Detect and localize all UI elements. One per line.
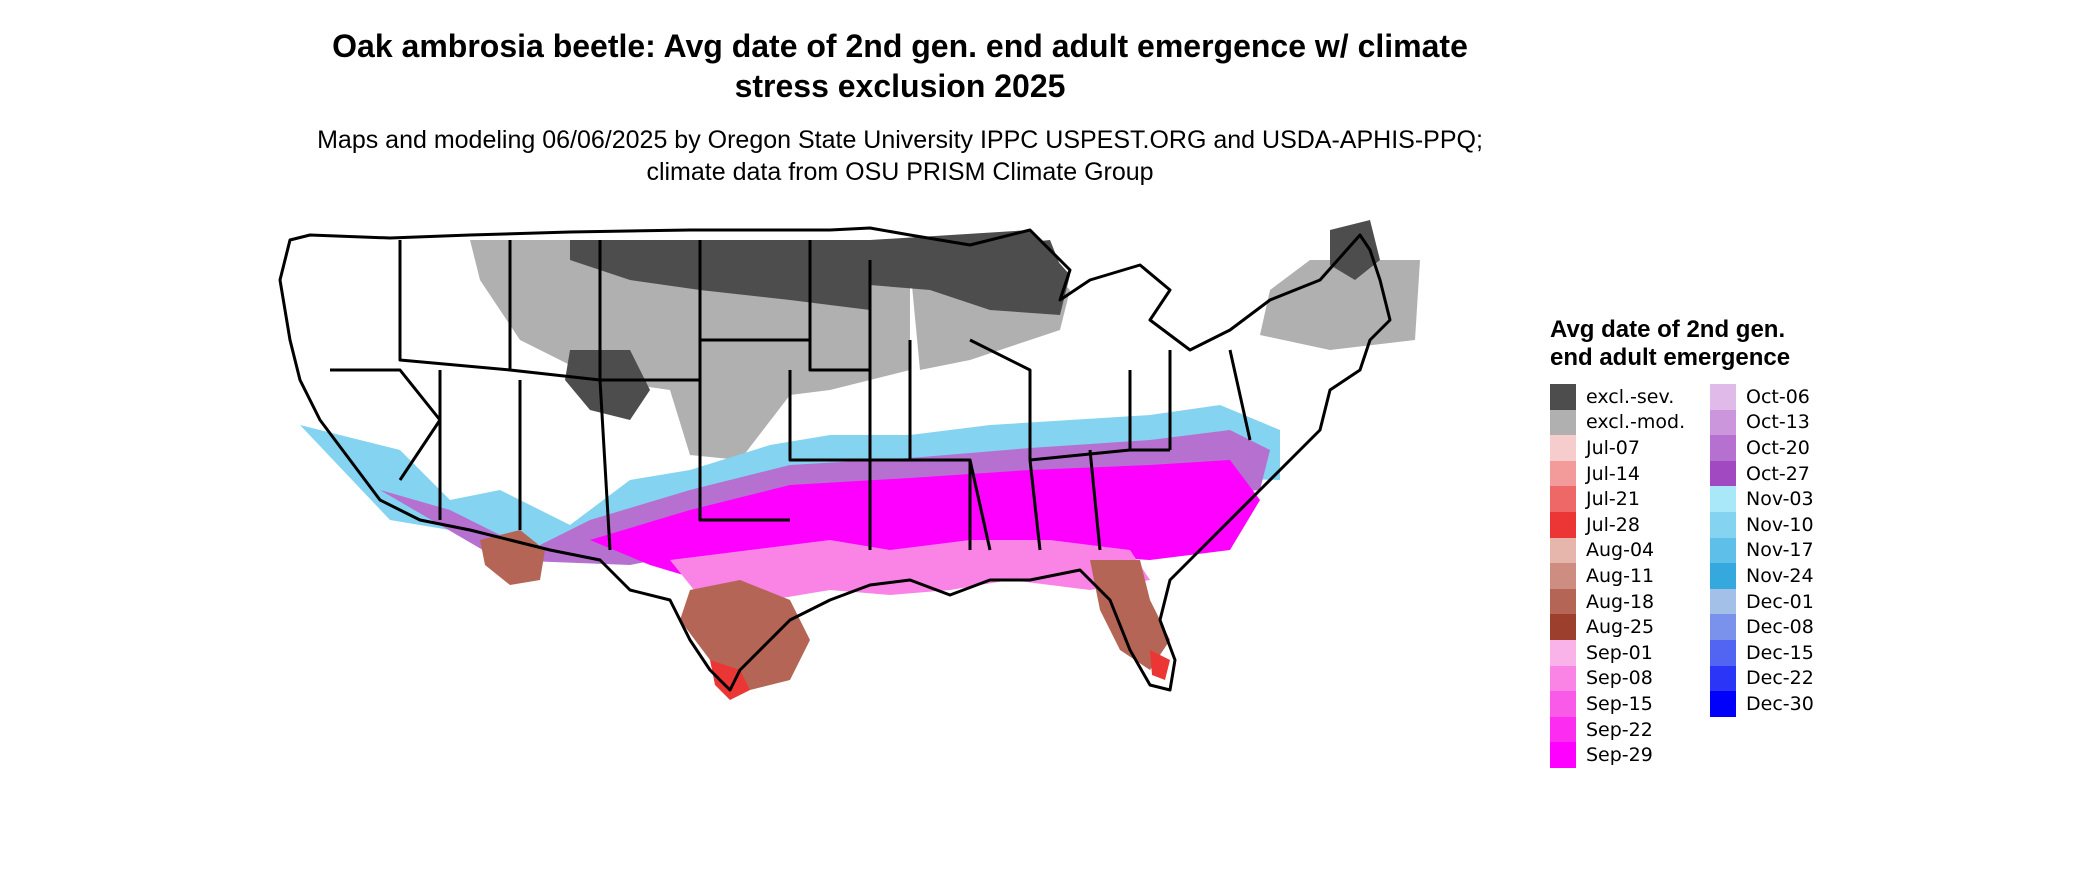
- legend-swatch: [1710, 537, 1736, 564]
- legend-label: Dec-30: [1746, 692, 1814, 715]
- legend-item: Sep-29: [1550, 742, 1685, 768]
- legend-swatch: [1550, 716, 1576, 743]
- legend-label: Jul-21: [1586, 488, 1640, 511]
- legend-swatch: [1710, 435, 1736, 461]
- legend-item: Oct-27: [1710, 460, 1814, 487]
- legend-swatch: [1550, 588, 1576, 615]
- legend-label: Oct-20: [1746, 436, 1810, 459]
- legend-item: Nov-10: [1710, 511, 1814, 538]
- legend-columns: excl.-sev. excl.-mod. Jul-07 Jul-14 Jul-21 Ju…: [1550, 384, 1970, 768]
- legend-item: Aug-11: [1550, 563, 1685, 589]
- legend-label: Aug-18: [1586, 590, 1655, 613]
- legend-swatch: [1710, 409, 1736, 436]
- legend-swatch: [1710, 460, 1736, 487]
- aug-band: [480, 530, 1170, 690]
- sep-light-band: [670, 540, 1150, 610]
- legend-label: Nov-24: [1746, 564, 1814, 587]
- legend-swatch: [1710, 588, 1736, 615]
- legend-swatch: [1710, 384, 1736, 410]
- legend-swatch: [1550, 742, 1576, 768]
- legend-item: Aug-18: [1550, 588, 1685, 615]
- legend-item: Dec-08: [1710, 614, 1814, 640]
- legend-column-1: excl.-sev. excl.-mod. Jul-07 Jul-14 Jul-21 Ju…: [1550, 384, 1685, 768]
- legend-item: Aug-25: [1550, 614, 1685, 640]
- legend-label: Nov-10: [1746, 513, 1814, 536]
- legend-label: excl.-mod.: [1586, 411, 1686, 434]
- legend-label: Dec-01: [1746, 590, 1814, 613]
- legend-swatch: [1550, 563, 1576, 589]
- legend-swatch: [1710, 691, 1736, 717]
- legend-title: Avg date of 2nd gen. end adult emergence: [1550, 316, 1791, 371]
- legend-swatch: [1710, 511, 1736, 538]
- map-subtitle: Maps and modeling 06/06/2025 by Oregon S…: [317, 126, 1483, 186]
- legend-item: Jul-07: [1550, 435, 1685, 461]
- legend-label: Dec-22: [1746, 667, 1814, 690]
- map-title: Oak ambrosia beetle: Avg date of 2nd gen…: [332, 28, 1468, 104]
- legend-item: Nov-17: [1710, 537, 1814, 564]
- legend-item: Sep-22: [1550, 716, 1685, 743]
- legend-swatch: [1710, 665, 1736, 692]
- legend-item: Aug-04: [1550, 537, 1685, 564]
- legend-label: Sep-01: [1586, 641, 1653, 664]
- legend-swatch: [1550, 639, 1576, 666]
- legend-label: Jul-28: [1586, 513, 1640, 536]
- legend-swatch: [1550, 537, 1576, 564]
- legend-item: Dec-15: [1710, 639, 1814, 666]
- legend-label: Jul-07: [1586, 436, 1640, 459]
- legend-swatch: [1550, 486, 1576, 512]
- legend-item: Dec-30: [1710, 691, 1814, 717]
- excl-severe-region: [565, 220, 1380, 420]
- legend-label: Dec-08: [1746, 616, 1814, 639]
- legend-swatch: [1710, 486, 1736, 512]
- legend: Avg date of 2nd gen. end adult emergence…: [1550, 316, 1970, 768]
- legend-item: excl.-mod.: [1550, 409, 1686, 436]
- legend-label: Sep-15: [1586, 692, 1653, 715]
- legend-item: Oct-06: [1710, 384, 1814, 410]
- legend-label: Dec-15: [1746, 641, 1814, 664]
- legend-swatch: [1550, 409, 1576, 436]
- legend-label: Jul-14: [1586, 462, 1640, 485]
- legend-label: Oct-06: [1746, 385, 1810, 408]
- legend-label: Sep-22: [1586, 718, 1653, 741]
- legend-item: Oct-13: [1710, 409, 1814, 436]
- legend-label: Sep-29: [1586, 744, 1653, 767]
- legend-swatch: [1550, 511, 1576, 538]
- legend-label: Oct-13: [1746, 411, 1810, 434]
- legend-item: excl.-sev.: [1550, 384, 1685, 410]
- legend-label: Aug-04: [1586, 539, 1655, 562]
- legend-item: Oct-20: [1710, 435, 1814, 461]
- legend-item: Nov-24: [1710, 563, 1814, 589]
- legend-label: excl.-sev.: [1586, 385, 1675, 408]
- legend-swatch: [1550, 691, 1576, 717]
- legend-item: Jul-14: [1550, 460, 1685, 487]
- legend-item: Jul-21: [1550, 486, 1685, 512]
- legend-swatch: [1710, 639, 1736, 666]
- legend-label: Nov-03: [1746, 488, 1814, 511]
- legend-swatch: [1710, 563, 1736, 589]
- legend-swatch: [1550, 460, 1576, 487]
- legend-column-2: Oct-06 Oct-13 Oct-20 Oct-27 Nov-03 Nov-10 Nov-…: [1710, 384, 1814, 717]
- legend-item: Sep-15: [1550, 691, 1685, 717]
- legend-item: Dec-22: [1710, 665, 1814, 692]
- legend-label: Oct-27: [1746, 462, 1810, 485]
- legend-item: Sep-08: [1550, 665, 1685, 692]
- legend-label: Sep-08: [1586, 667, 1653, 690]
- legend-swatch: [1550, 435, 1576, 461]
- legend-item: Jul-28: [1550, 511, 1685, 538]
- legend-item: Dec-01: [1710, 588, 1814, 615]
- us-map: [278, 220, 1420, 700]
- legend-label: Nov-17: [1746, 539, 1814, 562]
- legend-label: Aug-11: [1586, 564, 1655, 587]
- legend-item: Sep-01: [1550, 639, 1685, 666]
- legend-item: Nov-03: [1710, 486, 1814, 512]
- legend-label: Aug-25: [1586, 616, 1655, 639]
- state-outlines: [278, 226, 1392, 692]
- legend-swatch: [1710, 614, 1736, 640]
- legend-swatch: [1550, 384, 1576, 410]
- legend-swatch: [1550, 614, 1576, 640]
- legend-swatch: [1550, 665, 1576, 692]
